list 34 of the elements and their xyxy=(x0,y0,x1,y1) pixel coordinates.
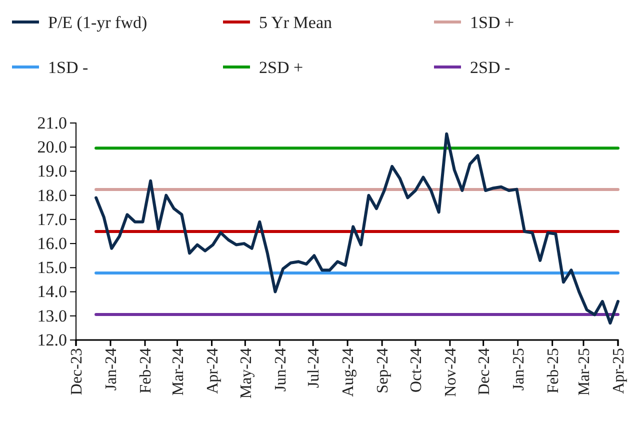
x-tick-label: Jul-24 xyxy=(306,348,323,388)
x-tick-label: May-24 xyxy=(238,348,255,399)
x-tick-label: Apr-25 xyxy=(610,348,628,394)
legend-label: 5 Yr Mean xyxy=(259,12,333,32)
legend-label: 2SD + xyxy=(259,58,304,77)
x-tick-label: Nov-24 xyxy=(442,348,460,397)
line-series xyxy=(94,132,620,325)
x-tick-label: Oct-24 xyxy=(408,348,426,392)
x-tick-label: Aug-24 xyxy=(340,348,358,397)
y-tick-label: 13.0 xyxy=(37,306,67,326)
x-tick-label: Dec-23 xyxy=(68,348,86,396)
x-tick-label: Apr-24 xyxy=(204,348,222,394)
y-tick-label: 14.0 xyxy=(37,282,67,302)
y-tick-label: 19.0 xyxy=(37,162,67,181)
x-tick-label: Jan-25 xyxy=(510,348,528,391)
y-tick-label: 16.0 xyxy=(37,234,67,253)
legend-label: P/E (1-yr fwd) xyxy=(48,12,148,32)
y-tick-label: 21.0 xyxy=(37,113,67,132)
y-tick-label: 12.0 xyxy=(37,330,67,350)
legend-label: 1SD - xyxy=(48,58,88,77)
y-tick-label: 15.0 xyxy=(37,258,67,278)
y-tick-label: 20.0 xyxy=(37,138,67,157)
x-tick-label: Feb-24 xyxy=(138,348,155,394)
y-tick-label: 17.0 xyxy=(37,210,67,229)
x-tick-label: Jan-24 xyxy=(103,348,120,391)
x-tick-label: Mar-25 xyxy=(576,348,594,396)
x-tick-label: Dec-24 xyxy=(476,348,493,396)
x-tick-label: Feb-25 xyxy=(544,348,562,394)
legend-label: 2SD - xyxy=(470,58,510,77)
legend-label: 1SD + xyxy=(470,12,514,32)
x-tick-label: Mar-24 xyxy=(170,348,187,396)
x-tick-label: Sep-24 xyxy=(374,348,392,394)
x-tick-label: Jun-24 xyxy=(272,348,290,392)
y-tick-label: 18.0 xyxy=(37,186,67,205)
